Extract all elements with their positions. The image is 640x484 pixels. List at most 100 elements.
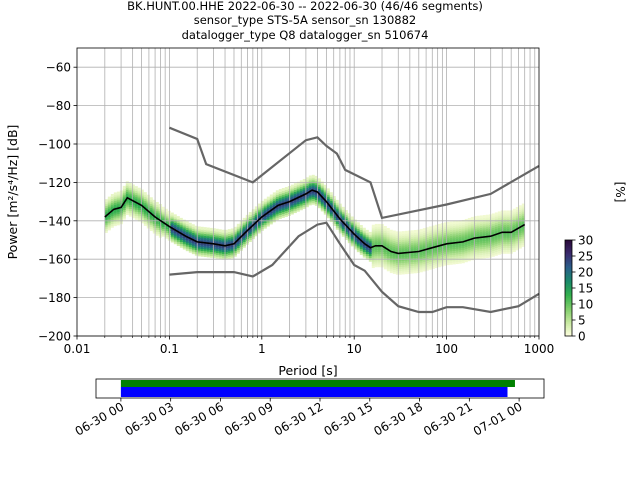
heatmap-cell (443, 247, 447, 251)
heatmap-cell (311, 184, 315, 188)
heatmap-cell (200, 226, 204, 230)
colorbar-cell (565, 258, 572, 261)
heatmap-cell (410, 249, 414, 253)
heatmap-cell (221, 229, 225, 233)
heatmap-cell (455, 224, 459, 228)
heatmap-cell (482, 222, 486, 226)
heatmap-cell (464, 222, 468, 226)
heatmap-cell (407, 270, 411, 274)
heatmap-cell (479, 221, 483, 225)
heatmap-cell (125, 208, 129, 212)
heatmap-cell (353, 221, 357, 225)
heatmap-cell (227, 232, 231, 236)
heatmap-cell (407, 247, 411, 251)
heatmap-cell (137, 189, 141, 193)
heatmap-cell (341, 212, 345, 216)
heatmap-cell (491, 228, 495, 232)
heatmap-cell (416, 262, 420, 266)
heatmap-cell (407, 240, 411, 244)
heatmap-cell (386, 247, 390, 251)
heatmap-cell (371, 259, 375, 263)
heatmap-cell (377, 260, 381, 264)
heatmap-cell (191, 239, 195, 243)
heatmap-cell (263, 202, 267, 206)
heatmap-cell (128, 202, 132, 206)
colorbar-cell (565, 328, 572, 331)
heatmap-cell (344, 217, 348, 221)
heatmap-cell (425, 244, 429, 248)
heatmap-cell (197, 241, 201, 245)
heatmap-cell (494, 216, 498, 220)
heatmap-cell (203, 248, 207, 252)
heatmap-cell (161, 214, 165, 218)
heatmap-cell (479, 240, 483, 244)
heatmap-cell (449, 234, 453, 238)
heatmap-cell (137, 205, 141, 209)
heatmap-cell (446, 260, 450, 264)
heatmap-cell (368, 247, 372, 251)
heatmap-cell (482, 216, 486, 220)
heatmap-cell (398, 258, 402, 262)
heatmap-cell (137, 206, 141, 210)
heatmap-cell (281, 187, 285, 191)
heatmap-cell (470, 239, 474, 243)
heatmap-cell (515, 216, 519, 220)
heatmap-cell (203, 229, 207, 233)
heatmap-cell (512, 227, 516, 231)
heatmap-cell (446, 223, 450, 227)
heatmap-cell (347, 236, 351, 240)
heatmap-cell (311, 195, 315, 199)
heatmap-cell (515, 239, 519, 243)
heatmap-cell (413, 266, 417, 270)
heatmap-cell (122, 193, 126, 197)
heatmap-cell (188, 230, 192, 234)
heatmap-cell (185, 246, 189, 250)
heatmap-cell (173, 239, 177, 243)
heatmap-cell (425, 265, 429, 269)
heatmap-cell (401, 263, 405, 267)
heatmap-cell (302, 184, 306, 188)
heatmap-cell (461, 244, 465, 248)
heatmap-cell (401, 256, 405, 260)
heatmap-cell (284, 194, 288, 198)
colorbar-cell (565, 262, 572, 265)
heatmap-cell (251, 228, 255, 232)
heatmap-cell (356, 239, 360, 243)
heatmap-cell (260, 202, 264, 206)
heatmap-cell (389, 229, 393, 233)
heatmap-cell (278, 212, 282, 216)
heatmap-cell (230, 247, 234, 251)
heatmap-cell (374, 241, 378, 245)
heatmap-cell (224, 231, 228, 235)
heatmap-cell (449, 231, 453, 235)
heatmap-cell (218, 246, 222, 250)
heatmap-cell (155, 207, 159, 211)
heatmap-cell (452, 246, 456, 250)
heatmap-cell (113, 196, 117, 200)
heatmap-cell (107, 198, 111, 202)
heatmap-cell (458, 228, 462, 232)
heatmap-cell (293, 188, 297, 192)
coverage-tick-label: 06-30 06 (172, 399, 226, 438)
heatmap-cell (281, 199, 285, 203)
heatmap-cell (155, 221, 159, 225)
heatmap-cell (107, 210, 111, 214)
heatmap-cell (371, 242, 375, 246)
heatmap-cell (344, 215, 348, 219)
heatmap-cell (278, 208, 282, 212)
heatmap-cell (146, 200, 150, 204)
heatmap-cell (176, 223, 180, 227)
colorbar-cell (565, 292, 572, 295)
heatmap-cell (371, 255, 375, 259)
heatmap-cell (461, 260, 465, 264)
heatmap-cell (149, 203, 153, 207)
heatmap-cell (470, 249, 474, 253)
heatmap-cell (140, 212, 144, 216)
heatmap-cell (497, 213, 501, 217)
heatmap-cell (443, 245, 447, 249)
heatmap-cell (299, 203, 303, 207)
colorbar-cell (565, 324, 572, 327)
heatmap-cell (257, 226, 261, 230)
heatmap-cell (215, 240, 219, 244)
